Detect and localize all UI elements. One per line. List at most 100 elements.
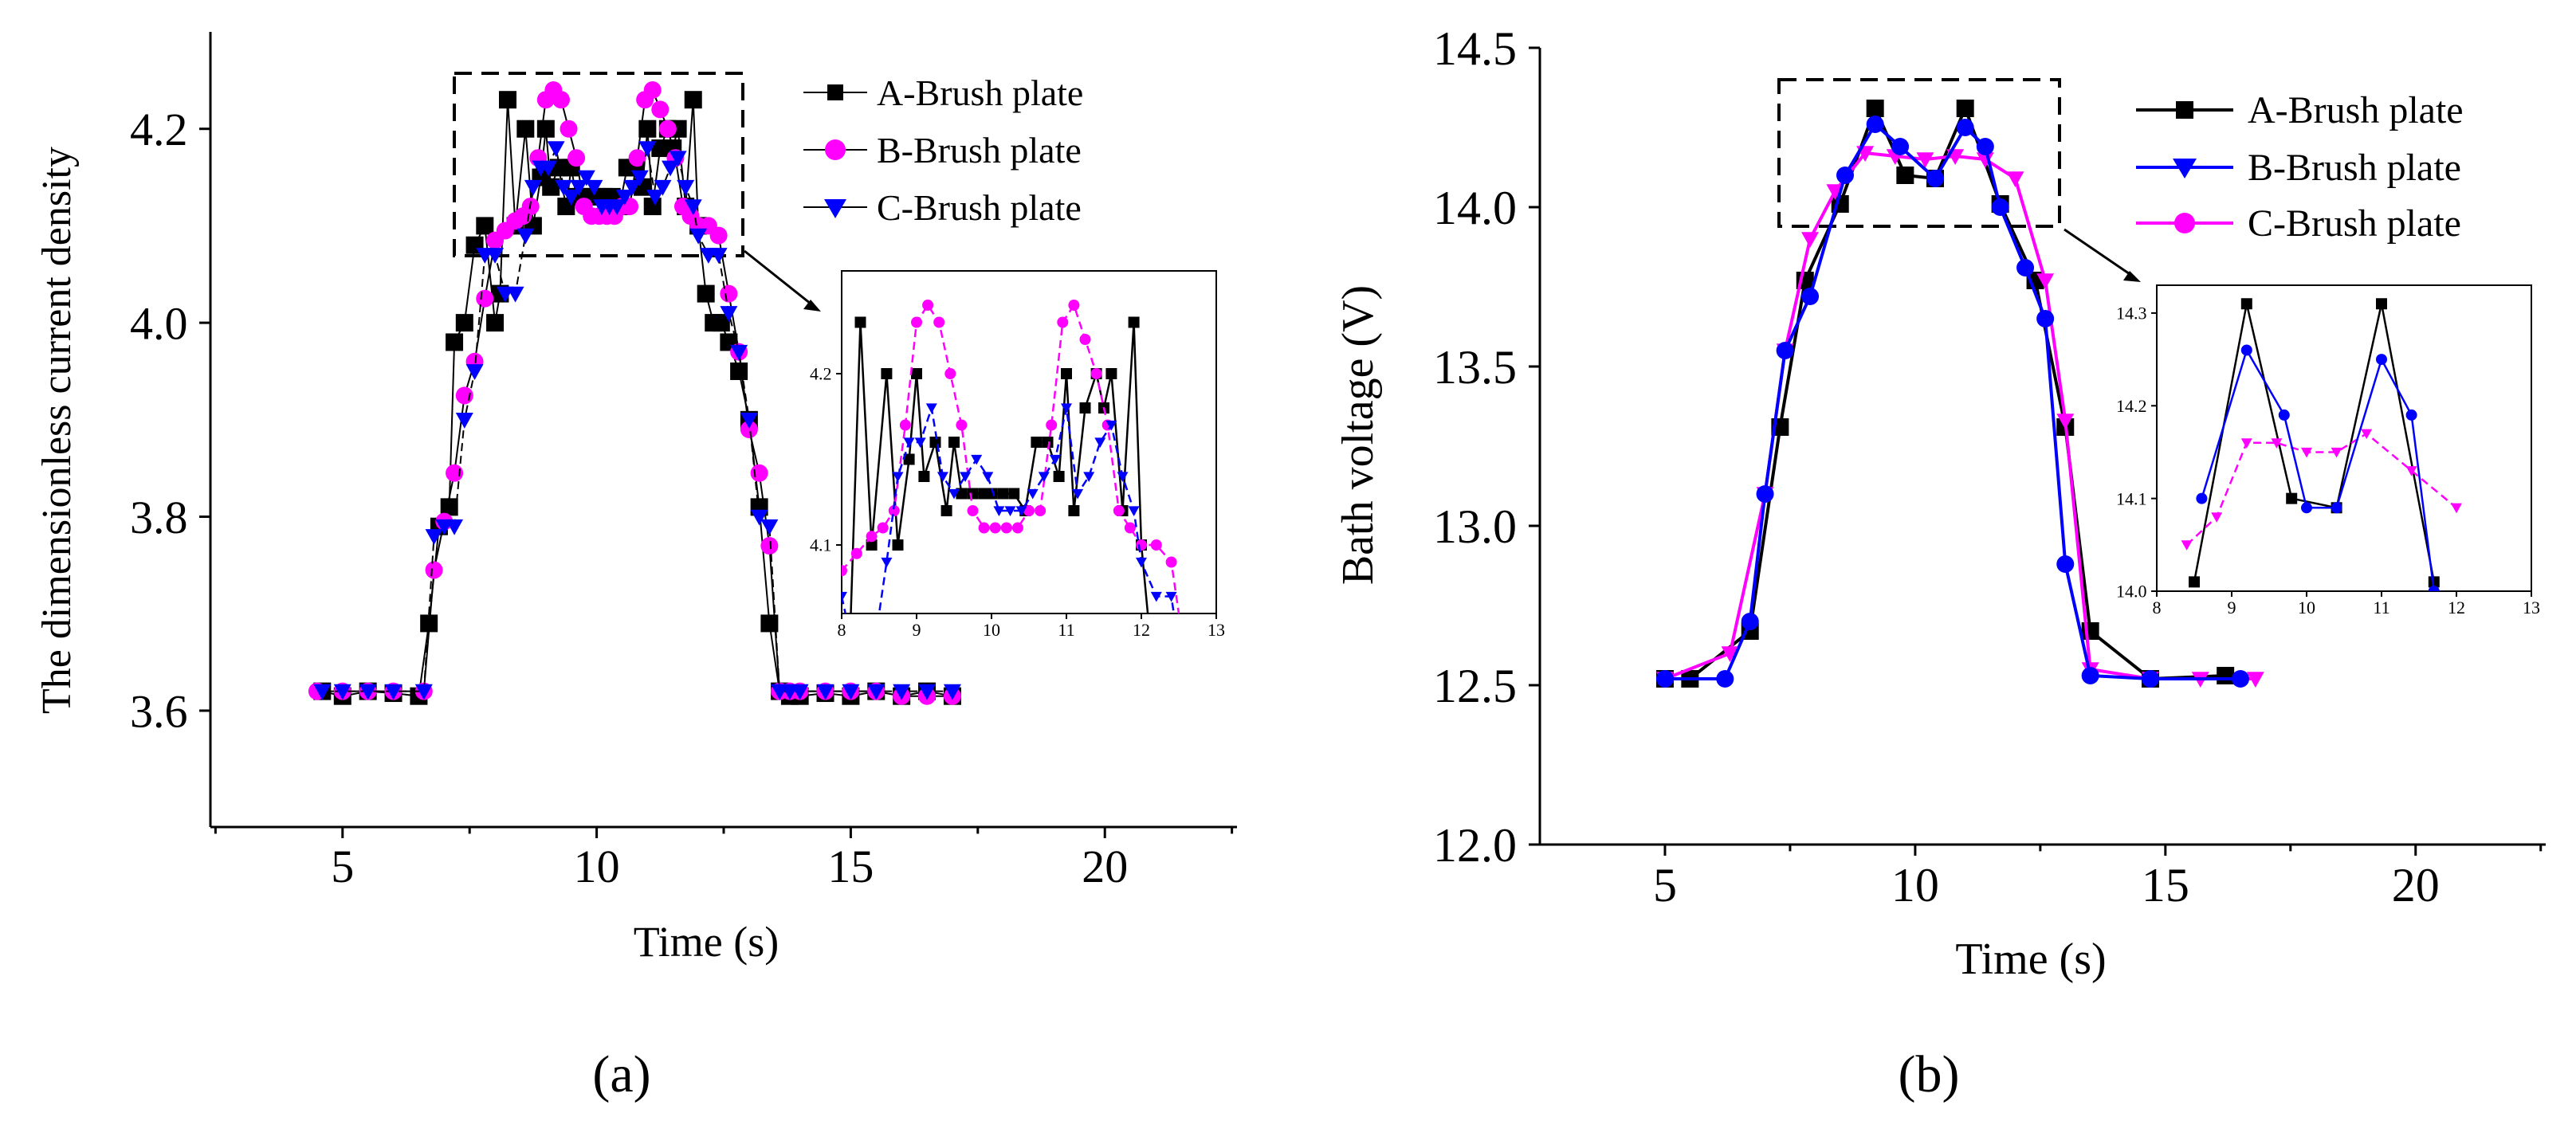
data-point-b-C-6 xyxy=(1836,167,1854,184)
data-point-a-C-37 xyxy=(689,228,708,245)
x-tick-label-a-inset-0: 8 xyxy=(838,620,846,640)
data-point-b-inset-C-2 xyxy=(2278,409,2290,421)
data-point-a-A-12 xyxy=(486,314,505,332)
chart-b-ylabel: Bath voltage (V) xyxy=(1333,285,1383,585)
chart-b-inset-frame xyxy=(2156,284,2532,592)
data-point-a-inset-B-14 xyxy=(1000,522,1012,534)
y-tick-label-b-inset-3: 14.3 xyxy=(2116,304,2147,323)
x-tick-label-b-1: 10 xyxy=(1891,859,1939,911)
data-point-b-A-15 xyxy=(2217,667,2235,684)
data-point-a-inset-B-6 xyxy=(911,316,922,328)
chart-a-xlabel: Time (s) xyxy=(634,918,779,966)
data-point-a-inset-B-1 xyxy=(850,547,862,559)
data-point-a-C-15 xyxy=(524,179,542,196)
legend-b-C-marker xyxy=(2174,213,2195,233)
data-point-a-inset-C-25 xyxy=(1128,506,1140,516)
x-tick-label-b-inset-0: 8 xyxy=(2153,598,2162,617)
data-point-b-inset-B-0 xyxy=(2181,540,2193,551)
chart-a-ticks: 5 10 15 20 3.6 3.8 4.0 4.2 xyxy=(130,104,1234,892)
x-tick-label-b-2: 15 xyxy=(2142,859,2189,911)
data-point-b-inset-C-7 xyxy=(2428,586,2440,591)
x-tick-label-a-2: 15 xyxy=(827,841,874,892)
data-point-a-B-21 xyxy=(567,149,586,167)
data-point-b-C-15 xyxy=(2056,555,2075,573)
data-point-a-C-1 xyxy=(333,684,351,700)
data-point-a-B-33 xyxy=(658,120,677,138)
data-point-b-inset-A-1 xyxy=(2240,298,2252,310)
legend-a-B-marker xyxy=(825,139,846,160)
data-point-b-inset-B-6 xyxy=(2361,429,2373,440)
legend-a-B-label: B-Brush plate xyxy=(877,130,1082,171)
data-point-b-A-6 xyxy=(1866,100,1884,117)
x-tick-label-a-0: 5 xyxy=(331,841,354,892)
data-point-a-inset-B-28 xyxy=(1165,556,1177,568)
data-point-b-inset-B-8 xyxy=(2451,503,2462,514)
data-point-a-inset-A-5 xyxy=(892,539,904,551)
chart-a: 5 10 15 20 3.6 3.8 4.0 4.2 The dimensionless cu… xyxy=(34,32,1237,1103)
data-point-a-C-13 xyxy=(506,286,524,303)
data-point-b-C-10 xyxy=(1956,119,1974,136)
data-point-a-B-39 xyxy=(709,226,728,245)
data-point-a-B-43 xyxy=(750,464,768,482)
chart-a-inset: 8 9 10 11 12 13 4.1 4.2 xyxy=(810,270,1225,705)
series-line-a-C xyxy=(322,145,952,692)
series-line-a-inset-C xyxy=(842,407,1175,613)
data-point-a-inset-A-2 xyxy=(854,316,866,328)
data-point-b-C-1 xyxy=(1716,670,1734,688)
chart-a-panel-label: (a) xyxy=(592,1045,650,1103)
data-point-a-inset-C-10 xyxy=(960,472,972,482)
y-tick-label-b-4: 14.0 xyxy=(1433,182,1517,234)
data-point-a-C-32 xyxy=(654,179,672,196)
chart-b-inset-ticks: 8 9 10 11 12 13 14.0 14.1 14.2 14.3 xyxy=(2116,304,2540,617)
data-point-a-inset-A-15 xyxy=(986,488,997,500)
x-tick-label-b-inset-5: 13 xyxy=(2523,598,2540,617)
data-point-a-A-16 xyxy=(516,120,535,138)
data-point-b-C-9 xyxy=(1926,170,1945,187)
data-point-a-inset-A-8 xyxy=(918,471,930,482)
data-point-a-inset-C-15 xyxy=(1015,506,1027,516)
x-tick-label-a-inset-4: 12 xyxy=(1133,620,1150,640)
data-point-a-inset-B-7 xyxy=(922,300,934,311)
data-point-a-inset-A-13 xyxy=(967,488,979,500)
data-point-a-C-33 xyxy=(662,160,680,177)
data-point-a-A-20 xyxy=(542,178,560,196)
chart-a-inset-frame xyxy=(841,270,1217,614)
x-tick-label-b-inset-2: 10 xyxy=(2298,598,2315,617)
data-point-a-inset-A-20 xyxy=(1042,437,1054,448)
data-point-a-inset-C-12 xyxy=(982,472,994,482)
chart-a-zoom-arrowhead xyxy=(803,300,821,312)
data-point-a-C-47 xyxy=(791,684,809,700)
data-point-b-inset-B-7 xyxy=(2405,466,2417,476)
data-point-b-B-1 xyxy=(1721,646,1739,662)
data-point-a-C-4 xyxy=(414,684,433,700)
data-point-a-inset-B-13 xyxy=(989,522,1001,534)
legend-b-A-label: A-Brush plate xyxy=(2248,89,2464,131)
x-tick-label-b-inset-1: 9 xyxy=(2228,598,2236,617)
data-point-b-C-5 xyxy=(1801,288,1820,305)
legend-b-B-label: B-Brush plate xyxy=(2248,147,2461,189)
chart-a-panel-label-text: (a) xyxy=(592,1045,650,1103)
data-point-b-inset-C-1 xyxy=(2240,344,2252,356)
series-line-b-C xyxy=(1665,121,2240,680)
data-point-a-C-48 xyxy=(816,684,834,700)
data-point-b-inset-C-4 xyxy=(2331,502,2342,514)
data-point-a-inset-B-22 xyxy=(1090,368,1102,379)
data-point-a-C-50 xyxy=(867,684,886,700)
data-point-a-inset-B-26 xyxy=(1136,539,1147,551)
data-point-a-C-14 xyxy=(516,228,535,245)
chart-a-inset-ticks: 8 9 10 11 12 13 4.1 4.2 xyxy=(810,364,1225,640)
y-tick-label-b-5: 14.5 xyxy=(1433,22,1517,75)
y-tick-label-b-inset-2: 14.2 xyxy=(2116,396,2147,416)
data-point-b-inset-A-4 xyxy=(2376,298,2387,310)
data-point-a-B-32 xyxy=(651,100,670,119)
data-point-a-inset-B-10 xyxy=(956,419,968,431)
data-point-a-C-7 xyxy=(446,519,464,535)
data-point-a-inset-B-5 xyxy=(899,419,911,431)
x-tick-label-a-inset-3: 11 xyxy=(1058,620,1074,640)
data-point-a-C-44 xyxy=(760,519,779,535)
data-point-a-inset-C-29 xyxy=(1180,695,1192,705)
data-point-b-B-8 xyxy=(1916,152,1934,168)
chart-b-zoom-arrowhead xyxy=(2123,271,2141,282)
data-point-b-A-9 xyxy=(1956,100,1974,117)
data-point-a-C-19 xyxy=(555,179,573,196)
